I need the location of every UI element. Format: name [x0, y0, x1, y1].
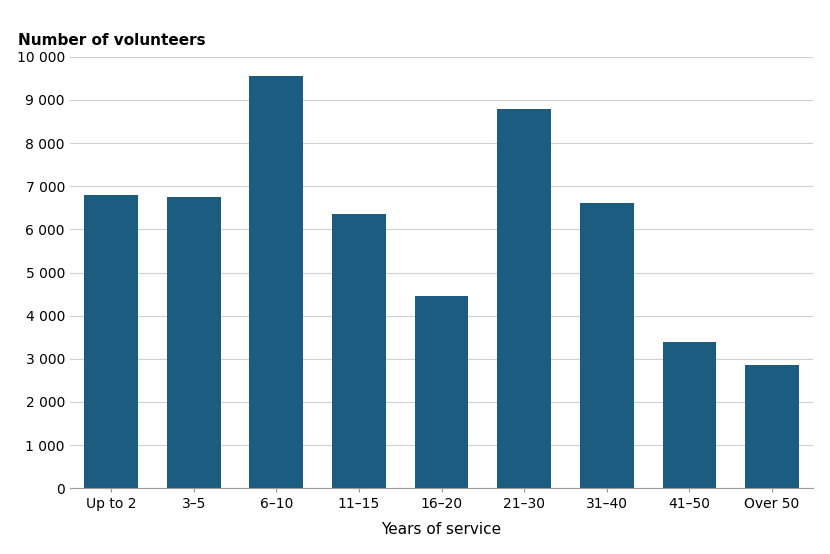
Bar — [84, 195, 138, 488]
Bar — [580, 203, 633, 488]
Bar — [745, 365, 799, 488]
Bar — [332, 214, 386, 488]
Bar — [662, 341, 716, 488]
X-axis label: Years of service: Years of service — [382, 522, 501, 537]
Bar — [167, 197, 221, 488]
Text: Number of volunteers: Number of volunteers — [17, 33, 205, 48]
Bar — [250, 76, 303, 488]
Bar — [415, 296, 468, 488]
Bar — [497, 109, 551, 488]
